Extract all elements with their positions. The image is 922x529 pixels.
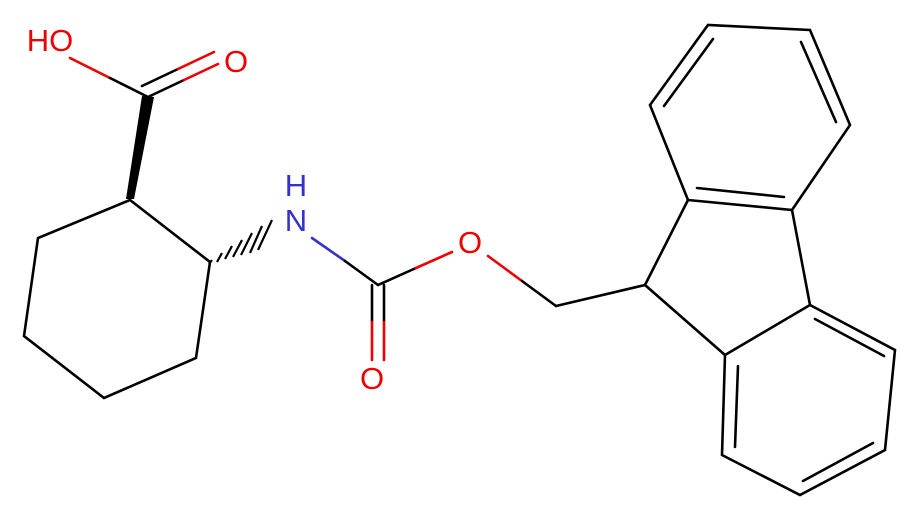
- atom-label: H: [285, 168, 307, 203]
- atom-label: N: [285, 203, 307, 238]
- atom-label: O: [360, 361, 384, 396]
- wedge-bond: [126, 96, 154, 199]
- atom-label: HO: [27, 23, 74, 58]
- atom-label: O: [458, 225, 482, 260]
- hash-bond: [208, 219, 273, 265]
- atom-label: O: [224, 44, 248, 79]
- bonds: [22, 23, 897, 497]
